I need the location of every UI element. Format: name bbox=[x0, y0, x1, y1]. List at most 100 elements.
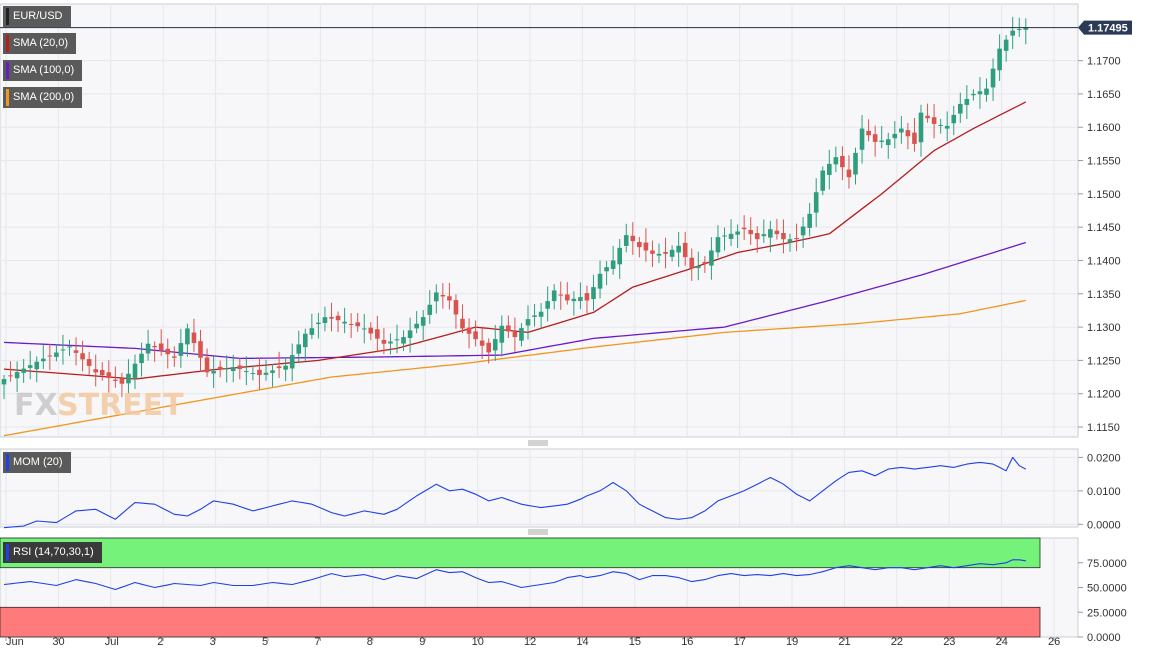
candle bbox=[781, 219, 786, 254]
panel-momentum bbox=[0, 448, 1079, 528]
candle bbox=[578, 282, 583, 310]
candle bbox=[34, 356, 40, 383]
candle bbox=[309, 313, 315, 340]
candle bbox=[918, 104, 924, 157]
candle bbox=[335, 311, 341, 332]
x-tick-label: 2 bbox=[157, 636, 163, 648]
candle bbox=[1003, 34, 1009, 62]
candle bbox=[440, 283, 446, 309]
momentum-tick-label: 0.0100 bbox=[1087, 486, 1121, 498]
candle bbox=[447, 282, 452, 310]
candle bbox=[558, 281, 564, 310]
x-tick-label: 17 bbox=[734, 636, 746, 648]
candle bbox=[990, 58, 996, 101]
candle bbox=[54, 344, 59, 362]
sma200-label: SMA (200,0) bbox=[13, 91, 75, 103]
candle bbox=[617, 238, 622, 279]
candle bbox=[820, 166, 826, 196]
candle bbox=[152, 341, 157, 362]
momentum-legend[interactable]: MOM (20) bbox=[3, 452, 71, 473]
x-tick-label: 9 bbox=[419, 636, 425, 648]
momentum-label: MOM (20) bbox=[13, 456, 63, 468]
candle bbox=[217, 360, 223, 378]
candle bbox=[951, 105, 957, 136]
candle bbox=[1023, 18, 1029, 45]
candle bbox=[761, 219, 767, 243]
candle bbox=[774, 218, 780, 240]
candle bbox=[846, 155, 852, 189]
x-tick-label: Jun bbox=[6, 636, 24, 648]
candle bbox=[958, 92, 963, 123]
candle bbox=[656, 243, 662, 264]
fxstreet-watermark: FX STREET bbox=[14, 388, 184, 423]
sma100-legend[interactable]: SMA (100,0) bbox=[3, 60, 83, 81]
candle bbox=[126, 359, 131, 395]
x-tick-label: 3 bbox=[210, 636, 216, 648]
rsi-legend[interactable]: RSI (14,70,30,1) bbox=[3, 542, 102, 563]
rsi-swatch bbox=[6, 544, 9, 561]
candle bbox=[912, 117, 917, 152]
candle bbox=[460, 304, 465, 334]
candle bbox=[172, 346, 177, 367]
candle bbox=[964, 85, 970, 120]
candle bbox=[885, 132, 891, 159]
svg-text:STREET: STREET bbox=[57, 388, 184, 423]
candle bbox=[394, 324, 400, 354]
sma20-swatch bbox=[6, 35, 9, 52]
candle bbox=[80, 340, 85, 372]
candle bbox=[41, 345, 46, 370]
candle bbox=[794, 223, 799, 252]
candle bbox=[204, 348, 210, 378]
candle bbox=[499, 315, 505, 357]
candle bbox=[827, 149, 832, 190]
sma200-legend[interactable]: SMA (200,0) bbox=[3, 87, 83, 108]
candle bbox=[696, 251, 701, 281]
rsi-label: RSI (14,70,30,1) bbox=[13, 546, 94, 558]
candle bbox=[165, 338, 171, 369]
sma20-legend[interactable]: SMA (20,0) bbox=[3, 33, 77, 54]
candle bbox=[185, 323, 190, 357]
candle bbox=[807, 203, 812, 237]
candle bbox=[60, 334, 66, 365]
x-tick-label: 14 bbox=[576, 636, 588, 648]
candle bbox=[597, 260, 603, 299]
candle bbox=[702, 256, 708, 273]
candle bbox=[434, 284, 439, 314]
svg-text:FX: FX bbox=[14, 388, 58, 423]
candle bbox=[388, 333, 393, 355]
candle bbox=[637, 237, 642, 258]
last-price-label: 1.17495 bbox=[1088, 23, 1128, 35]
candle bbox=[453, 294, 459, 329]
candle bbox=[571, 291, 577, 316]
x-tick-label: 7 bbox=[314, 636, 320, 648]
candle bbox=[47, 343, 53, 371]
candle bbox=[905, 122, 911, 150]
candle bbox=[145, 329, 151, 361]
price-tick-label: 1.1150 bbox=[1087, 422, 1120, 434]
candle bbox=[591, 274, 596, 311]
price-tick-label: 1.1450 bbox=[1087, 222, 1121, 234]
candle bbox=[787, 233, 793, 252]
price-tick-label: 1.1200 bbox=[1087, 389, 1121, 401]
price-tick-label: 1.1650 bbox=[1087, 89, 1121, 101]
x-tick-label: 12 bbox=[524, 636, 536, 648]
candle bbox=[623, 223, 629, 253]
rsi-tick-label: 50.0000 bbox=[1087, 583, 1127, 595]
price-tick-label: 1.1600 bbox=[1087, 122, 1121, 134]
candle bbox=[519, 323, 524, 347]
candle bbox=[289, 343, 295, 382]
candle bbox=[303, 328, 308, 362]
candle bbox=[8, 361, 13, 382]
candle bbox=[158, 329, 164, 356]
x-tick-label: 15 bbox=[629, 636, 641, 648]
candle bbox=[565, 282, 570, 305]
candle bbox=[899, 116, 904, 144]
candle bbox=[198, 329, 203, 373]
candle bbox=[532, 303, 537, 327]
symbol-label[interactable]: EUR/USD bbox=[3, 6, 71, 27]
rsi-overbought-zone bbox=[0, 537, 1041, 569]
rsi-tick-label: 0.0000 bbox=[1087, 632, 1121, 644]
x-tick-label: 21 bbox=[838, 636, 850, 648]
candle bbox=[99, 362, 105, 381]
